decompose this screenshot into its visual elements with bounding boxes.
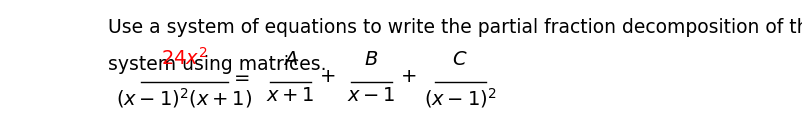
Text: $B$: $B$ — [363, 50, 378, 69]
Text: system using matrices.: system using matrices. — [108, 55, 326, 74]
Text: $C$: $C$ — [452, 50, 468, 69]
Text: $=$: $=$ — [230, 67, 250, 86]
Text: Use a system of equations to write the partial fraction decomposition of the rat: Use a system of equations to write the p… — [108, 18, 802, 37]
Text: $x+1$: $x+1$ — [265, 86, 314, 105]
Text: $24x^2$: $24x^2$ — [161, 47, 208, 69]
Text: $(x-1)^2$: $(x-1)^2$ — [423, 86, 496, 110]
Text: $+$: $+$ — [319, 67, 335, 86]
Text: $(x-1)^2(x+1)$: $(x-1)^2(x+1)$ — [116, 86, 252, 110]
Text: $A$: $A$ — [282, 50, 298, 69]
Text: $x-1$: $x-1$ — [346, 86, 395, 105]
Text: $+$: $+$ — [399, 67, 416, 86]
